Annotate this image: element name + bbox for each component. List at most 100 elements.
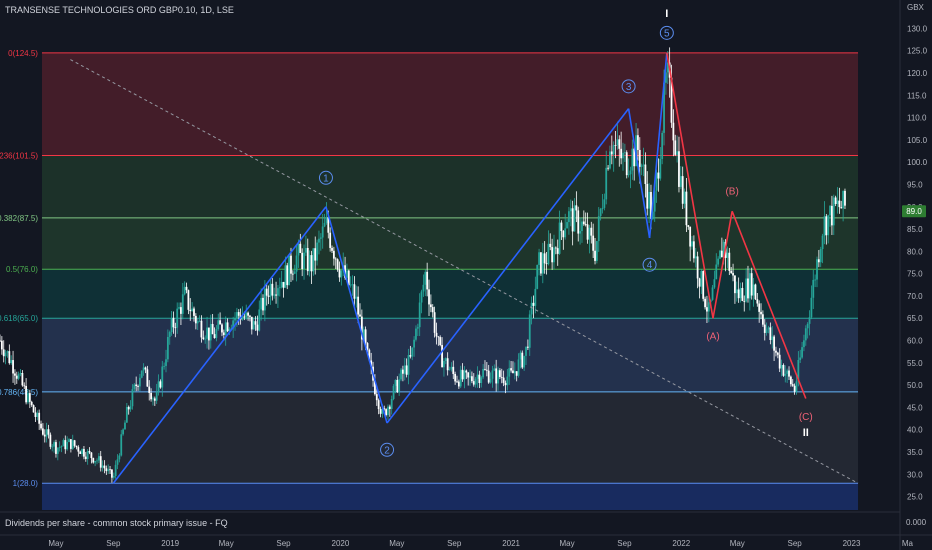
candle-body — [666, 62, 669, 73]
candle-body — [273, 294, 276, 296]
candle-body — [538, 252, 540, 265]
candle-body — [416, 327, 419, 329]
trendline[interactable] — [70, 59, 859, 484]
candle-body — [825, 216, 828, 236]
candle-body — [485, 369, 488, 371]
fib-zone — [41, 391, 859, 484]
candle-body — [17, 374, 20, 379]
candle-body — [178, 307, 180, 309]
candle-body — [243, 316, 246, 318]
candle-body — [187, 290, 190, 310]
candle-body — [8, 351, 11, 364]
candle-body — [588, 227, 591, 240]
fib-zone — [41, 155, 859, 218]
fib-zone — [41, 483, 859, 510]
candle-body — [450, 366, 453, 370]
fibonacci-retracement[interactable]: 0(124.5) 0.236(101.5) 0.382(87.5) 0.5(76.0)… — [0, 49, 859, 510]
candle-body — [297, 243, 300, 256]
candle-body — [836, 200, 839, 205]
candle-body — [676, 151, 678, 155]
candle-body — [206, 327, 208, 339]
candle-body — [469, 376, 471, 378]
candle-body — [545, 263, 548, 265]
candle-body — [734, 275, 736, 294]
candle-body — [456, 381, 458, 383]
candle-body — [758, 303, 761, 312]
candle-body — [422, 284, 425, 292]
candle-body — [706, 307, 708, 312]
candle-body — [679, 176, 682, 187]
candle-body — [465, 370, 468, 373]
candle-body — [616, 139, 619, 146]
candle-body — [780, 364, 783, 369]
candle-body — [454, 373, 457, 382]
wave-label-circle — [318, 170, 333, 185]
candle-body — [448, 369, 451, 371]
candle-body — [306, 247, 309, 272]
candle-body — [498, 370, 501, 377]
candle-body — [379, 409, 382, 414]
wave-label: 1 — [323, 173, 329, 184]
candle-body — [431, 307, 434, 313]
candle-body — [159, 381, 162, 388]
candle-body — [14, 373, 16, 376]
candle-body — [403, 365, 406, 374]
candle-body — [683, 191, 686, 204]
candle-body — [461, 369, 464, 380]
candle-body — [523, 355, 526, 368]
symbol-title: TRANSENSE TECHNOLOGIES ORD GBP0.10, 1D, … — [5, 5, 234, 15]
candle-body — [2, 349, 5, 357]
candle-body — [648, 191, 651, 209]
candle-body — [256, 324, 259, 331]
x-tick-label: May — [730, 539, 745, 548]
candle-body — [418, 302, 421, 328]
x-tick-label: May — [559, 539, 574, 548]
candle-body — [704, 298, 706, 308]
candle-body — [377, 400, 380, 410]
candle-body — [707, 302, 710, 312]
candle-body — [4, 352, 7, 357]
candle-body — [144, 367, 147, 370]
wave-label: 4 — [647, 260, 653, 271]
wave-segment — [648, 52, 668, 239]
candle-body — [124, 422, 126, 430]
candle-body — [161, 366, 164, 388]
candle-body — [347, 270, 350, 286]
candle-body — [823, 216, 826, 236]
candle-body — [334, 258, 337, 260]
candle-body — [267, 295, 270, 297]
candle-body — [487, 370, 490, 383]
x-tick-label: Sep — [106, 539, 121, 548]
candle-body — [165, 359, 167, 366]
candle-body — [831, 205, 833, 226]
candle-body — [21, 372, 24, 386]
candle-body — [788, 370, 790, 377]
candle-body — [69, 439, 72, 449]
candle-body — [702, 271, 705, 299]
candle-body — [152, 398, 154, 400]
candle-body — [355, 296, 358, 299]
candle-body — [655, 172, 658, 191]
candle-body — [265, 288, 268, 296]
candle-body — [202, 337, 205, 340]
candle-body — [146, 369, 149, 387]
candle-body — [181, 294, 184, 314]
candle-body — [510, 368, 512, 371]
currency-unit: GBX — [907, 3, 924, 12]
candle-body — [429, 304, 432, 308]
fib-zone — [41, 52, 859, 156]
candle-body — [528, 314, 531, 348]
candle-body — [118, 455, 121, 460]
candle-body — [692, 241, 695, 259]
candle-body — [84, 456, 87, 459]
candle-body — [506, 376, 509, 386]
candle-body — [765, 329, 768, 333]
candle-body — [282, 281, 285, 288]
candle-body — [329, 232, 332, 248]
candle-body — [435, 332, 438, 337]
candle-body — [88, 451, 91, 453]
candle-body — [644, 164, 647, 184]
indicator-label[interactable]: Dividends per share - common stock prima… — [5, 518, 228, 528]
